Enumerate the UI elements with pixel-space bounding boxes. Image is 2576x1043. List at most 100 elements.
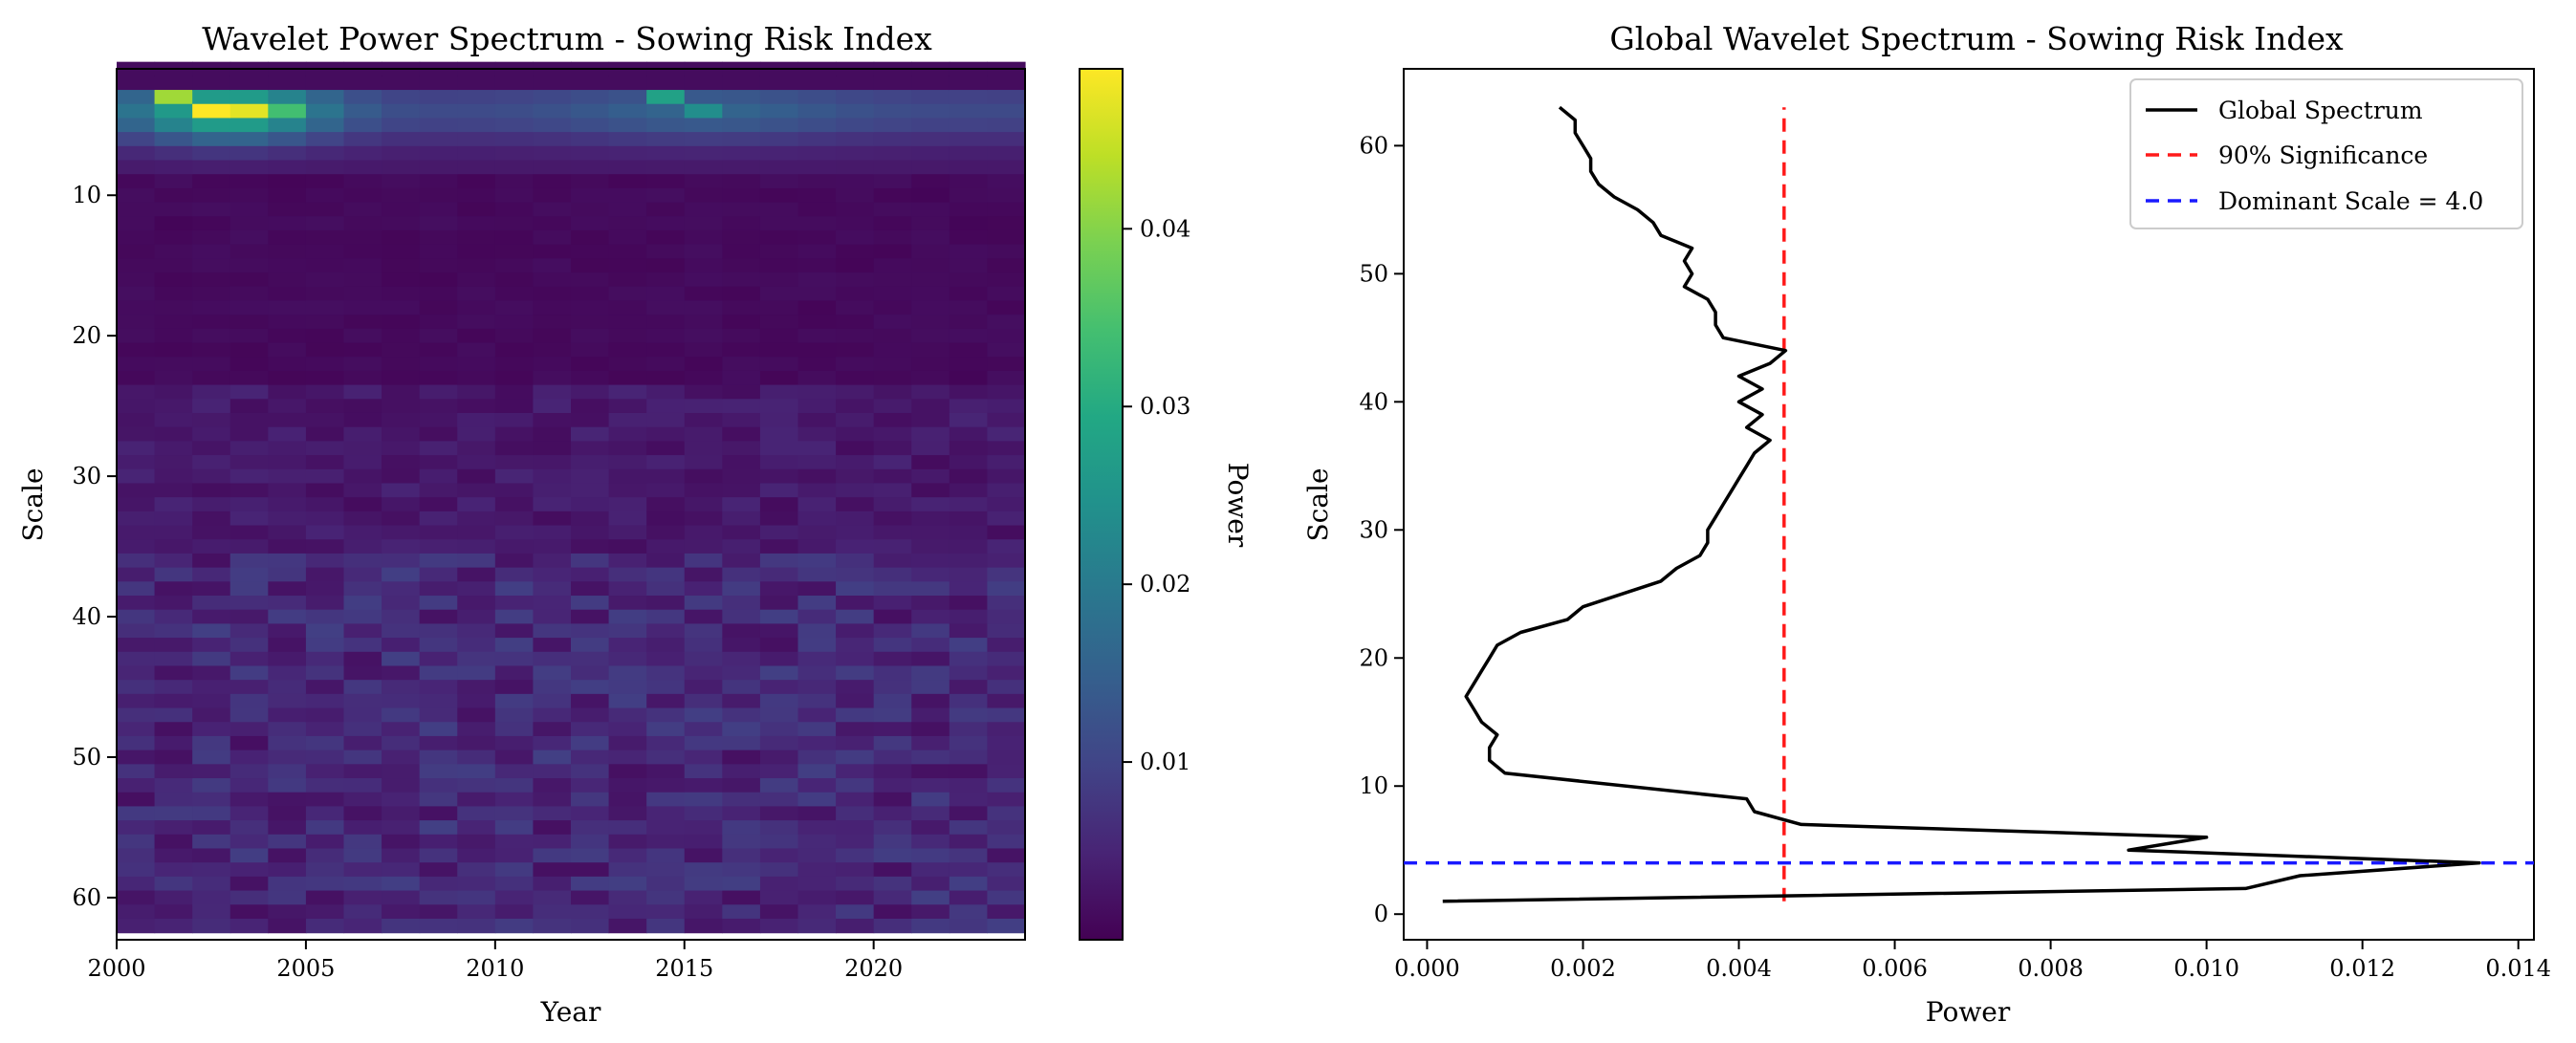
heatmap-cell <box>873 202 912 217</box>
heatmap-cell <box>305 567 345 582</box>
heatmap-cell <box>571 511 610 527</box>
heatmap-cell <box>382 918 421 934</box>
colorbar-tick-label: 0.02 <box>1140 571 1190 598</box>
heatmap-cell <box>797 272 837 288</box>
heatmap-cell <box>608 441 647 456</box>
heatmap-cell <box>494 187 535 204</box>
heatmap-cell <box>457 567 496 582</box>
heatmap-cell <box>949 735 989 751</box>
heatmap-cell <box>192 160 231 175</box>
heatmap-cell <box>987 525 1026 540</box>
heatmap-cell <box>419 483 458 498</box>
heatmap-cell <box>684 525 723 540</box>
heatmap-cell <box>117 103 156 120</box>
heatmap-cell <box>192 174 231 189</box>
heatmap-cell <box>117 764 156 779</box>
heatmap-cell <box>154 693 193 709</box>
spectrum-x-tick-label: 0.010 <box>2173 955 2239 982</box>
heatmap-cell <box>419 103 458 120</box>
heatmap-cell <box>192 132 231 147</box>
heatmap-cell <box>646 90 686 105</box>
heatmap-cell <box>646 834 686 850</box>
heatmap-cell <box>873 118 912 133</box>
heatmap-cell <box>419 370 458 386</box>
heatmap-cell <box>533 680 572 695</box>
heatmap-cell <box>949 328 989 344</box>
heatmap-cell <box>836 567 875 582</box>
heatmap-cell <box>457 665 496 681</box>
heatmap-cell <box>836 904 875 920</box>
heatmap-cell <box>608 581 647 597</box>
heatmap-cell <box>949 272 989 288</box>
heatmap-cell <box>949 525 989 540</box>
heatmap-cell <box>117 918 156 934</box>
heatmap-cell <box>571 426 610 442</box>
heatmap-cell <box>722 651 761 667</box>
heatmap-cell <box>797 370 837 386</box>
heatmap-cell <box>117 609 156 624</box>
heatmap-cell <box>117 118 156 133</box>
heatmap-cell <box>494 441 535 456</box>
heatmap-cell <box>571 216 610 231</box>
heatmap-cell <box>571 750 610 765</box>
heatmap-cell <box>494 848 535 863</box>
heatmap-cell <box>343 103 382 120</box>
heatmap-cell <box>419 638 458 653</box>
heatmap-cell <box>533 820 572 836</box>
heatmap-cell <box>154 426 193 442</box>
heatmap-cell <box>571 328 610 344</box>
heatmap-cell <box>457 441 496 456</box>
heatmap-cell <box>494 890 535 905</box>
heatmap-cell <box>494 132 535 147</box>
heatmap-cell <box>684 806 723 821</box>
heatmap-y-tick-label: 30 <box>72 463 101 489</box>
heatmap-cell <box>646 862 686 878</box>
heatmap-cell <box>797 468 837 485</box>
heatmap-cell <box>268 553 307 569</box>
heatmap-cell <box>911 426 950 442</box>
heatmap-cell <box>873 370 912 386</box>
heatmap-cell <box>229 286 269 302</box>
heatmap-cell <box>646 623 686 639</box>
heatmap-cell <box>154 834 193 850</box>
spectrum-x-ticks: 0.000 0.002 0.004 0.006 0.008 0.010 0.012 0.014 <box>1394 940 2551 982</box>
heatmap-cell <box>836 202 875 217</box>
heatmap-cell <box>268 820 307 836</box>
heatmap-cell <box>382 145 421 162</box>
heatmap-cell <box>343 357 382 372</box>
heatmap-cell <box>911 483 950 498</box>
heatmap-cell <box>494 806 535 821</box>
heatmap-cell <box>722 750 761 765</box>
heatmap-cell <box>305 876 345 892</box>
heatmap-cell <box>949 778 989 793</box>
heatmap-cell <box>229 511 269 527</box>
heatmap-cell <box>192 581 231 597</box>
heatmap-cell <box>343 525 382 540</box>
heatmap-cell <box>759 483 799 498</box>
heatmap-cell <box>797 750 837 765</box>
heatmap-cell <box>608 834 647 850</box>
heatmap-cell <box>382 778 421 793</box>
heatmap-cell <box>684 862 723 878</box>
heatmap-cell <box>797 651 837 667</box>
heatmap-cell <box>571 651 610 667</box>
heatmap-cell <box>722 848 761 863</box>
heatmap-cell <box>759 596 799 611</box>
heatmap-cell <box>117 202 156 217</box>
heatmap-cell <box>533 806 572 821</box>
heatmap-cell <box>419 90 458 105</box>
heatmap-cell <box>987 511 1026 527</box>
heatmap-cell <box>608 890 647 905</box>
heatmap-cell <box>229 342 269 358</box>
heatmap-cell <box>797 693 837 709</box>
heatmap-cell <box>229 272 269 288</box>
heatmap-cell <box>382 638 421 653</box>
heatmap-cell <box>911 553 950 569</box>
heatmap-cell <box>949 596 989 611</box>
heatmap-cell <box>797 665 837 681</box>
heatmap-cell <box>419 511 458 527</box>
heatmap-cell <box>305 426 345 442</box>
heatmap-cell <box>949 441 989 456</box>
heatmap-cell <box>494 399 535 414</box>
heatmap-cell <box>911 904 950 920</box>
